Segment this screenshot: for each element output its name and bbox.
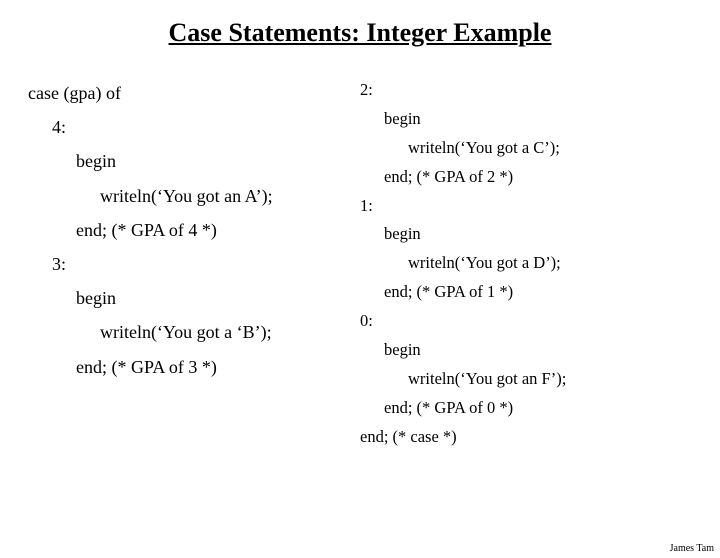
- left-column: case (gpa) of 4: begin writeln(‘You got …: [28, 76, 360, 451]
- right-column: 2: begin writeln(‘You got a C’); end; (*…: [360, 76, 692, 451]
- code-line: begin: [28, 281, 360, 315]
- code-line: end; (* GPA of 1 *): [360, 278, 692, 307]
- code-line: end; (* GPA of 4 *): [28, 213, 360, 247]
- code-line: 1:: [360, 192, 692, 221]
- code-line: writeln(‘You got a ‘B’);: [28, 315, 360, 349]
- code-line: writeln(‘You got an A’);: [28, 179, 360, 213]
- code-line: 3:: [28, 247, 360, 281]
- slide-title: Case Statements: Integer Example: [0, 18, 720, 48]
- code-line: end; (* case *): [360, 423, 692, 452]
- code-line: end; (* GPA of 0 *): [360, 394, 692, 423]
- code-line: 4:: [28, 110, 360, 144]
- code-line: writeln(‘You got a D’);: [360, 249, 692, 278]
- code-line: begin: [360, 220, 692, 249]
- code-line: begin: [28, 144, 360, 178]
- content-columns: case (gpa) of 4: begin writeln(‘You got …: [0, 76, 720, 451]
- code-line: end; (* GPA of 2 *): [360, 163, 692, 192]
- code-line: begin: [360, 105, 692, 134]
- code-line: begin: [360, 336, 692, 365]
- author-footer: James Tam: [670, 543, 714, 554]
- code-line: case (gpa) of: [28, 76, 360, 110]
- code-line: writeln(‘You got a C’);: [360, 134, 692, 163]
- code-line: 2:: [360, 76, 692, 105]
- code-line: 0:: [360, 307, 692, 336]
- code-line: writeln(‘You got an F’);: [360, 365, 692, 394]
- code-line: end; (* GPA of 3 *): [28, 350, 360, 384]
